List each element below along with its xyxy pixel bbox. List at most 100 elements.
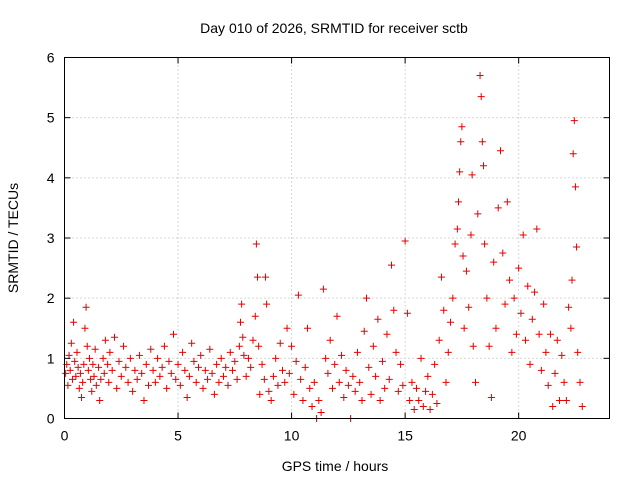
data-point — [100, 369, 108, 377]
data-point — [458, 123, 466, 131]
data-point — [267, 396, 275, 404]
data-point — [188, 339, 196, 347]
data-point — [570, 117, 578, 125]
data-point — [117, 372, 125, 380]
data-point — [219, 372, 227, 380]
data-point — [190, 357, 198, 365]
data-point — [95, 363, 103, 371]
data-point — [460, 324, 468, 332]
data-point — [160, 342, 168, 350]
data-point — [74, 363, 82, 371]
x-tick-label: 10 — [284, 428, 300, 444]
data-point — [91, 345, 99, 353]
data-point — [342, 366, 350, 374]
data-point — [90, 372, 98, 380]
data-point — [521, 336, 529, 344]
data-point — [255, 342, 263, 350]
data-point — [179, 348, 187, 356]
data-point — [363, 294, 371, 302]
data-point — [110, 333, 118, 341]
x-axis-label: GPS time / hours — [282, 458, 389, 474]
data-point — [533, 225, 541, 233]
data-point — [251, 312, 259, 320]
data-point — [474, 210, 482, 218]
data-point — [239, 333, 247, 341]
data-point — [80, 360, 88, 368]
data-point — [431, 360, 439, 368]
data-point — [183, 393, 191, 401]
data-point — [367, 390, 375, 398]
x-tick-label: 15 — [397, 428, 413, 444]
data-point — [176, 381, 184, 389]
data-point — [263, 300, 271, 308]
data-point — [326, 336, 334, 344]
data-point — [167, 369, 175, 377]
data-point — [428, 390, 436, 398]
data-point — [154, 354, 162, 362]
data-point — [340, 393, 348, 401]
data-point — [274, 381, 282, 389]
data-point — [71, 357, 79, 365]
data-point — [372, 372, 380, 380]
data-point — [360, 327, 368, 335]
data-point — [401, 237, 409, 245]
data-point — [571, 183, 579, 191]
data-point — [224, 381, 232, 389]
data-point — [299, 396, 307, 404]
data-point — [208, 369, 216, 377]
data-point — [437, 273, 445, 281]
data-point — [457, 138, 465, 146]
data-point — [138, 369, 146, 377]
data-point — [515, 264, 523, 272]
data-point — [477, 93, 485, 101]
data-point — [265, 387, 273, 395]
data-point — [349, 372, 357, 380]
data-point — [236, 318, 244, 326]
y-tick-label: 6 — [47, 50, 55, 66]
data-point — [412, 384, 420, 392]
data-point — [576, 378, 584, 386]
data-point — [89, 360, 97, 368]
data-point — [331, 360, 339, 368]
data-point — [303, 324, 311, 332]
data-point — [76, 369, 84, 377]
data-point — [149, 366, 157, 374]
data-point — [531, 288, 539, 296]
data-point — [553, 336, 561, 344]
data-point — [551, 369, 559, 377]
data-point — [358, 396, 366, 404]
data-point — [204, 375, 212, 383]
data-point — [444, 348, 452, 356]
data-point — [476, 72, 484, 80]
data-point — [376, 396, 384, 404]
data-point — [406, 396, 414, 404]
data-point — [235, 342, 243, 350]
data-point — [390, 306, 398, 314]
data-point — [231, 357, 239, 365]
data-point — [226, 348, 234, 356]
data-point — [478, 138, 486, 146]
data-point — [126, 354, 134, 362]
data-points — [62, 72, 586, 422]
data-point — [465, 303, 473, 311]
y-tick-label: 5 — [47, 110, 55, 126]
data-point — [467, 231, 475, 239]
data-point — [115, 357, 123, 365]
data-point — [288, 342, 296, 350]
data-point — [215, 378, 223, 386]
data-point — [567, 324, 575, 332]
data-point — [206, 345, 214, 353]
data-point — [129, 387, 137, 395]
data-point — [569, 150, 577, 158]
data-point — [147, 345, 155, 353]
data-point — [85, 354, 93, 362]
data-point — [252, 240, 260, 248]
data-point — [528, 315, 536, 323]
data-point — [451, 240, 459, 248]
data-point — [442, 378, 450, 386]
data-point — [87, 375, 95, 383]
data-point — [351, 387, 359, 395]
data-point — [378, 357, 386, 365]
data-point — [254, 273, 262, 281]
